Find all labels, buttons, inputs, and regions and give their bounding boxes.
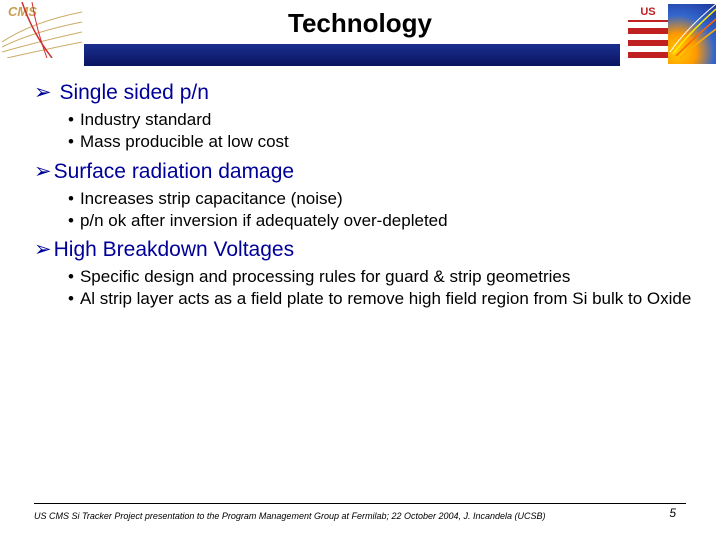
- bullet-item: • Al strip layer acts as a field plate to…: [68, 288, 694, 309]
- bullet-text: Specific design and processing rules for…: [80, 267, 570, 286]
- section-heading: ➢High Breakdown Voltages: [34, 237, 694, 262]
- slide-footer: US CMS Si Tracker Project presentation t…: [34, 503, 686, 524]
- arrow-bullet-icon: ➢: [34, 238, 52, 261]
- dot-bullet-icon: •: [68, 110, 74, 129]
- section-heading: ➢Surface radiation damage: [34, 159, 694, 184]
- dot-bullet-icon: •: [68, 132, 74, 151]
- bullet-text: Industry standard: [80, 110, 211, 129]
- slide-title: Technology: [0, 8, 720, 39]
- arrow-bullet-icon: ➢: [34, 81, 52, 104]
- bullet-text: Al strip layer acts as a field plate to …: [80, 289, 691, 308]
- bullet-item: • Specific design and processing rules fo…: [68, 266, 694, 287]
- bullet-text: p/n ok after inversion if adequately ove…: [80, 211, 448, 230]
- bullet-item: • p/n ok after inversion if adequately ov…: [68, 210, 694, 231]
- bullet-item: • Increases strip capacitance (noise): [68, 188, 694, 209]
- page-number: 5: [669, 506, 676, 520]
- title-underline-bar: [84, 44, 620, 66]
- bullet-item: • Mass producible at low cost: [68, 131, 694, 152]
- dot-bullet-icon: •: [68, 189, 74, 208]
- bullet-item: • Industry standard: [68, 109, 694, 130]
- heading-text: Single sided p/n: [59, 81, 208, 104]
- bullet-text: Increases strip capacitance (noise): [80, 189, 343, 208]
- heading-text: High Breakdown Voltages: [54, 238, 295, 261]
- arrow-bullet-icon: ➢: [34, 160, 52, 183]
- heading-text: Surface radiation damage: [54, 160, 295, 183]
- dot-bullet-icon: •: [68, 267, 74, 286]
- slide-header: CMS Technology: [0, 0, 720, 70]
- bullet-text: Mass producible at low cost: [80, 132, 289, 151]
- section-heading: ➢ Single sided p/n: [34, 80, 694, 105]
- dot-bullet-icon: •: [68, 211, 74, 230]
- footer-text: US CMS Si Tracker Project presentation t…: [34, 511, 546, 521]
- dot-bullet-icon: •: [68, 289, 74, 308]
- slide-content: ➢ Single sided p/n • Industry standard • M…: [34, 80, 694, 311]
